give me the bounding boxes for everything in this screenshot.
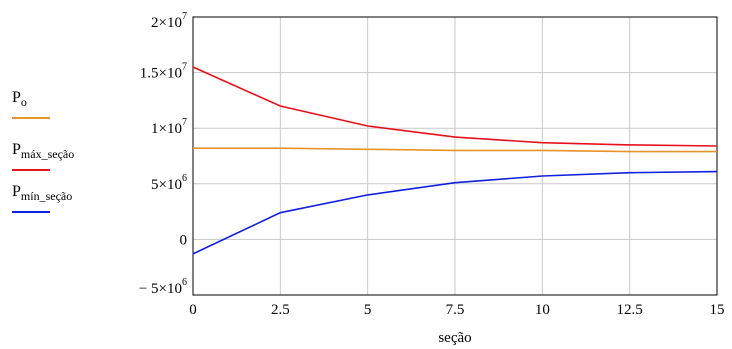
legend-label-2: Pmín_seção — [12, 183, 72, 203]
x-tick-label: 7.5 — [446, 302, 465, 318]
x-tick-label: 5 — [364, 302, 372, 318]
y-tick-label: 0 — [180, 232, 188, 248]
series-line-1 — [192, 66, 718, 147]
y-tick-label: 2×107 — [151, 11, 187, 31]
y-tick-label: 1×107 — [151, 117, 187, 137]
series-lines — [192, 66, 718, 255]
series-line-0 — [193, 147, 717, 153]
legend-label-0: Po — [12, 89, 27, 109]
y-tick-labels: 2×107 1.5×107 1×107 5×106 0 − 5×106 — [139, 11, 187, 297]
y-tick-label: 5×106 — [151, 173, 187, 193]
y-tick-label: 1.5×107 — [140, 62, 187, 82]
grid-lines — [193, 17, 717, 295]
plot-frame — [192, 16, 718, 296]
x-tick-labels: 0 2.5 5 7.5 10 12.5 15 — [189, 302, 724, 318]
x-tick-label: 10 — [535, 302, 550, 318]
series-line-2 — [192, 170, 718, 255]
x-tick-label: 0 — [189, 302, 197, 318]
x-tick-label: 2.5 — [271, 302, 290, 318]
x-tick-label: 12.5 — [617, 302, 643, 318]
y-tick-label: − 5×106 — [139, 277, 187, 297]
x-axis-label: seção — [438, 330, 471, 346]
x-tick-label: 15 — [710, 302, 725, 318]
legend: Po Pmáx_seção Pmín_seção — [12, 89, 74, 213]
legend-label-1: Pmáx_seção — [12, 141, 74, 161]
